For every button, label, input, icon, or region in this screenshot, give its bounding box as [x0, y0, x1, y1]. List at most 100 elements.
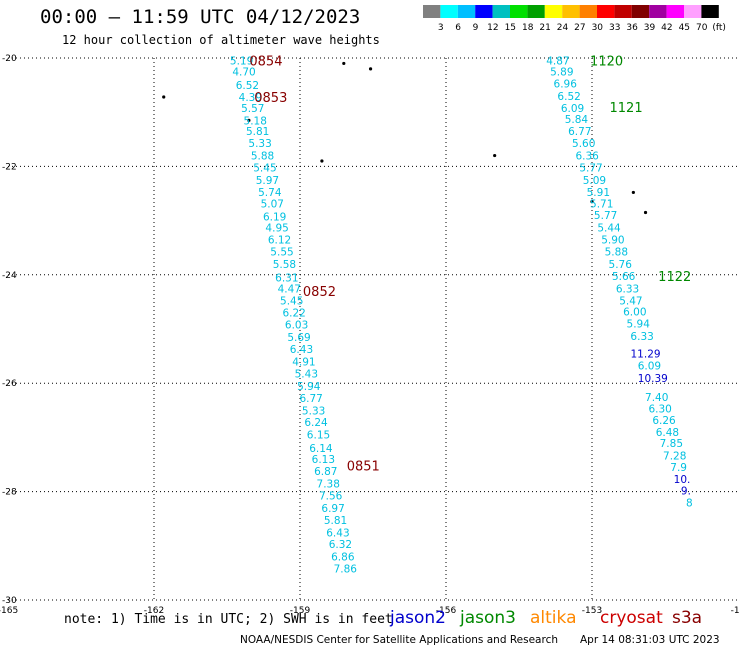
wave-height-value: 5.90 [601, 235, 624, 247]
wave-height-value: 6.15 [307, 430, 330, 442]
legend-label: 24 [557, 23, 569, 33]
wave-height-value: 4.91 [292, 357, 315, 369]
wave-height-value: 4.87 [546, 56, 569, 68]
wave-height-value: 4.95 [265, 223, 288, 235]
wave-height-value: 5.47 [619, 295, 642, 307]
island-marker [162, 95, 166, 99]
wave-height-value: 4.39 [239, 92, 262, 104]
satellite-s3a: s3a [672, 608, 703, 628]
wave-height-value: 6.96 [554, 78, 578, 90]
wave-height-value: 5.09 [583, 175, 606, 187]
footer-credit: NOAA/NESDIS Center for Satellite Applica… [240, 634, 558, 646]
footer-timestamp: Apr 14 08:31:03 UTC 2023 [580, 634, 720, 646]
wave-height-value: 6.26 [652, 415, 676, 427]
legend-swatch [492, 5, 510, 18]
legend-label: 45 [679, 23, 690, 33]
wave-height-value: 6.52 [236, 80, 259, 92]
footer-note: note: 1) Time is in UTC; 2) SWH is in fe… [64, 612, 393, 627]
wave-height-value: 5.33 [248, 138, 271, 150]
island-marker [590, 200, 594, 204]
wave-height-value: 5.77 [579, 162, 602, 174]
wave-height-value: 5.33 [302, 405, 325, 417]
island-marker [247, 118, 251, 122]
wave-height-value: 5.84 [565, 114, 589, 126]
wave-height-value: 6.43 [326, 527, 349, 539]
legend-label: 21 [539, 23, 550, 33]
legend-swatch [579, 5, 597, 18]
wave-height-value: 6.14 [309, 443, 333, 455]
legend-swatch [510, 5, 528, 18]
wave-height-value: 6.77 [568, 126, 591, 138]
wave-height-value: 6.09 [561, 103, 584, 115]
x-tick-label: -15 [731, 606, 740, 616]
legend-label: 12 [487, 23, 498, 33]
x-tick-label: -162 [144, 606, 164, 616]
wave-height-value: 7.86 [334, 564, 358, 576]
wave-height-value: 5.94 [627, 319, 651, 331]
wave-height-value: 8 [686, 497, 693, 509]
legend-swatch [649, 5, 667, 18]
pass-time-label: 0854 [249, 55, 282, 70]
legend-swatch [475, 5, 493, 18]
legend-swatch [666, 5, 684, 18]
legend-swatch [614, 5, 632, 18]
pass-time-label: 1121 [610, 101, 643, 116]
wave-height-value: 6.00 [623, 307, 646, 319]
legend-label: 9 [473, 23, 479, 33]
legend-label: 42 [661, 23, 672, 33]
wave-height-value: 6.19 [263, 211, 286, 223]
wave-height-value: 5.45 [253, 162, 276, 174]
legend-label: 27 [574, 23, 585, 33]
wave-height-value: 5.44 [597, 223, 621, 235]
wave-height-value: 10. [674, 474, 691, 486]
pass-time-label: 0852 [303, 285, 336, 300]
wave-height-value: 7.85 [660, 438, 683, 450]
wave-height-value: 6.33 [616, 283, 639, 295]
wave-height-value: 5.88 [251, 151, 274, 163]
legend-swatch [440, 5, 458, 18]
y-tick-label: -26 [2, 379, 17, 389]
legend-swatch [562, 5, 580, 18]
color-legend: 3 6 9 12 15 18 21 24 27 30 33 36 39 42 45 70 (ft) [423, 5, 726, 33]
legend-label: 3 [438, 23, 444, 33]
legend-label: 6 [455, 23, 461, 33]
wave-height-value: 7.40 [645, 392, 668, 404]
wave-height-value: 6.77 [299, 393, 322, 405]
legend-label: 39 [644, 23, 656, 33]
wave-height-value: 5.45 [280, 295, 303, 307]
wave-height-value: 6.86 [331, 552, 355, 564]
wave-height-value: 5.88 [605, 246, 628, 258]
wave-height-value: 5.71 [590, 198, 613, 210]
satellite-altika: altika [530, 608, 577, 628]
x-tick-label: -165 [0, 606, 18, 616]
island-marker [368, 67, 373, 71]
island-marker [493, 153, 497, 158]
y-tick-label: -24 [2, 271, 17, 281]
legend-label: 70 [696, 23, 708, 33]
x-tick-label: -153 [582, 606, 602, 616]
legend-label: 18 [522, 23, 534, 33]
legend-label: 15 [505, 23, 516, 33]
wave-height-value: 5.74 [258, 187, 282, 199]
wave-height-value: 6.24 [304, 417, 328, 429]
wave-height-value: 4.47 [278, 283, 301, 295]
wave-height-value: 6.32 [329, 539, 352, 551]
wave-height-value: 6.30 [648, 404, 671, 416]
wave-height-value: 6.31 [275, 273, 298, 285]
pass-time-label: 1122 [658, 270, 691, 285]
wave-height-value: 6.52 [557, 91, 580, 103]
wave-height-value: 6.09 [638, 360, 661, 372]
wave-height-value: 6.97 [321, 503, 344, 515]
satellite-jason2: jason2 [390, 608, 446, 628]
x-tick-label: -156 [436, 606, 457, 616]
wave-height-value: 5.43 [295, 368, 318, 380]
y-tick-label: -22 [2, 162, 17, 172]
wave-height-value: 11.29 [631, 348, 661, 360]
wave-height-value: 6.33 [630, 331, 653, 343]
legend-swatch [701, 5, 719, 18]
wave-height-value: 5.77 [594, 210, 617, 222]
wave-height-value: 5.07 [261, 198, 284, 210]
wave-height-value: 7.38 [317, 478, 340, 490]
wave-height-value: 5.89 [550, 67, 573, 79]
legend-label: 30 [592, 23, 604, 33]
